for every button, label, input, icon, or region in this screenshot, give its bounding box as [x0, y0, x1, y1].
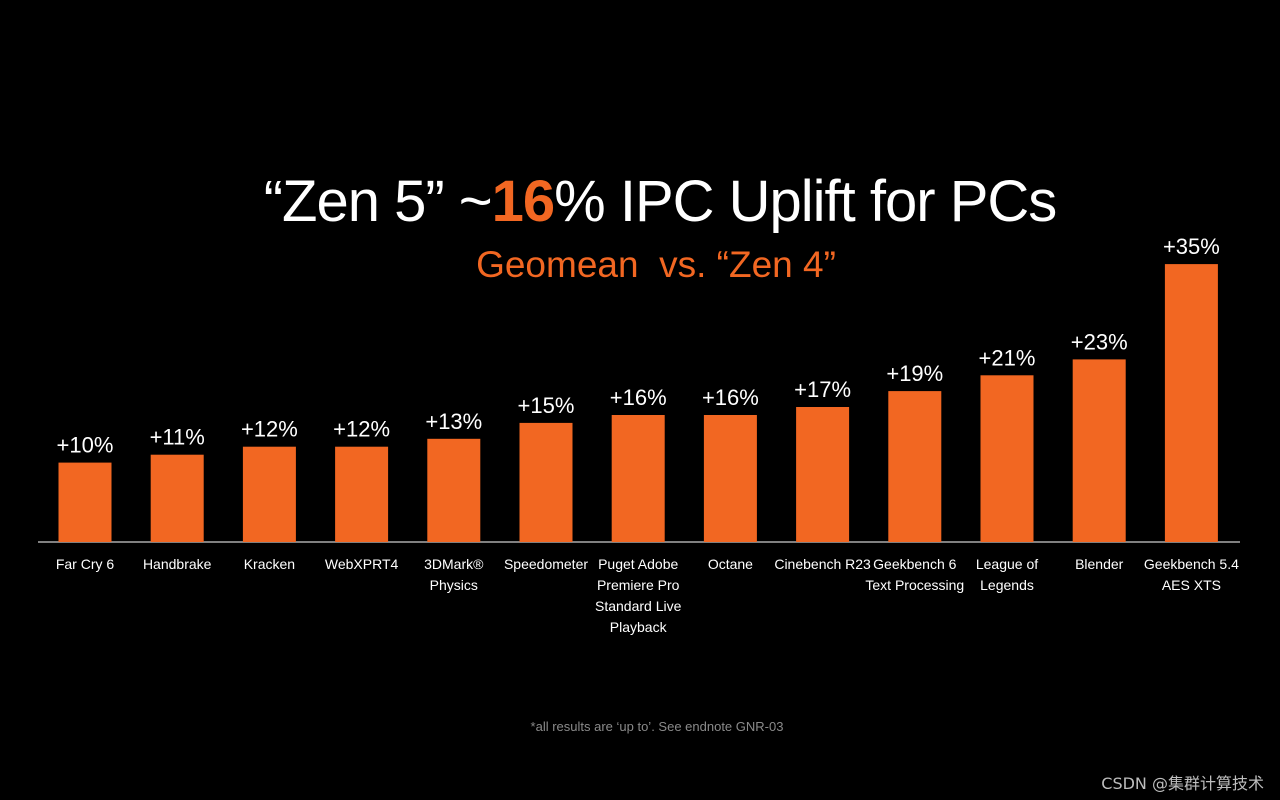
- bar: [980, 375, 1034, 542]
- bar-value-label: +17%: [794, 377, 851, 402]
- bar-value-label: +21%: [979, 345, 1036, 370]
- category-label-line: Legends: [980, 577, 1034, 593]
- category-label-line: Puget Adobe: [598, 556, 678, 572]
- category-label: Far Cry 6: [56, 556, 115, 572]
- category-label-line: Playback: [610, 619, 668, 635]
- bar-value-label: +10%: [57, 433, 114, 458]
- category-label: Kracken: [244, 556, 295, 572]
- category-label: League of Legends: [976, 556, 1038, 593]
- category-label-line: WebXPRT4: [325, 556, 399, 572]
- category-label-line: Premiere Pro: [597, 577, 680, 593]
- category-label-line: 3DMark®: [424, 556, 484, 572]
- category-label-line: Far Cry 6: [56, 556, 115, 572]
- bar-value-label: +13%: [425, 409, 482, 434]
- title-highlight: 16: [491, 169, 556, 234]
- bar-value-label: +35%: [1163, 234, 1220, 259]
- bar-value-label: +23%: [1071, 329, 1128, 354]
- bar-value-label: +19%: [886, 361, 943, 386]
- bar-value-label: +15%: [518, 393, 575, 418]
- bar: [796, 407, 850, 542]
- footnote: *all results are ‘up to’. See endnote GN…: [530, 719, 784, 734]
- category-label: Octane: [708, 556, 753, 572]
- bar: [703, 415, 757, 542]
- bar-value-label: +11%: [150, 425, 205, 450]
- page-title: “Zen 5” ~16% IPC Uplift for PCs: [0, 168, 1280, 235]
- category-label: Handbrake: [143, 556, 212, 572]
- bar: [519, 422, 573, 542]
- title-prefix: “Zen 5” ~: [263, 169, 493, 234]
- bar-value-label: +16%: [610, 385, 667, 410]
- bar: [58, 462, 112, 542]
- category-label: Speedometer: [504, 556, 588, 572]
- category-label-line: League of: [976, 556, 1038, 572]
- page-subtitle: Geomean vs. “Zen 4”: [476, 244, 836, 285]
- bar: [611, 415, 665, 542]
- category-label-line: Geekbench 5.4: [1144, 556, 1239, 572]
- category-label-line: Octane: [708, 556, 753, 572]
- bar: [427, 438, 481, 542]
- category-label-line: Text Processing: [865, 577, 964, 593]
- category-label-line: Blender: [1075, 556, 1124, 572]
- bar-value-label: +16%: [702, 385, 759, 410]
- category-label: Geekbench 6 Text Processing: [865, 556, 964, 593]
- bar: [150, 454, 204, 542]
- category-label-line: Physics: [430, 577, 478, 593]
- watermark: CSDN @集群计算技术: [1101, 774, 1264, 793]
- category-label: Puget Adobe Premiere Pro Standard Live Play…: [595, 556, 682, 635]
- category-label-line: Kracken: [244, 556, 295, 572]
- category-label: Cinebench R23: [774, 556, 871, 572]
- bar: [335, 446, 389, 542]
- category-label: Blender: [1075, 556, 1124, 572]
- category-label: Geekbench 5.4 AES XTS: [1144, 556, 1239, 593]
- category-label: WebXPRT4: [325, 556, 399, 572]
- bar: [888, 391, 942, 542]
- bar: [1072, 359, 1126, 542]
- bar-value-label: +12%: [333, 417, 390, 442]
- title-suffix: % IPC Uplift for PCs: [554, 169, 1057, 234]
- bar: [1164, 264, 1218, 542]
- category-label-line: Standard Live: [595, 598, 682, 614]
- bar: [242, 446, 296, 542]
- bar-value-label: +12%: [241, 417, 298, 442]
- category-label-line: AES XTS: [1162, 577, 1221, 593]
- category-label: 3DMark® Physics: [424, 556, 484, 593]
- category-label-line: Geekbench 6: [873, 556, 956, 572]
- category-label-line: Handbrake: [143, 556, 212, 572]
- category-label-line: Speedometer: [504, 556, 588, 572]
- category-label-line: Cinebench R23: [774, 556, 871, 572]
